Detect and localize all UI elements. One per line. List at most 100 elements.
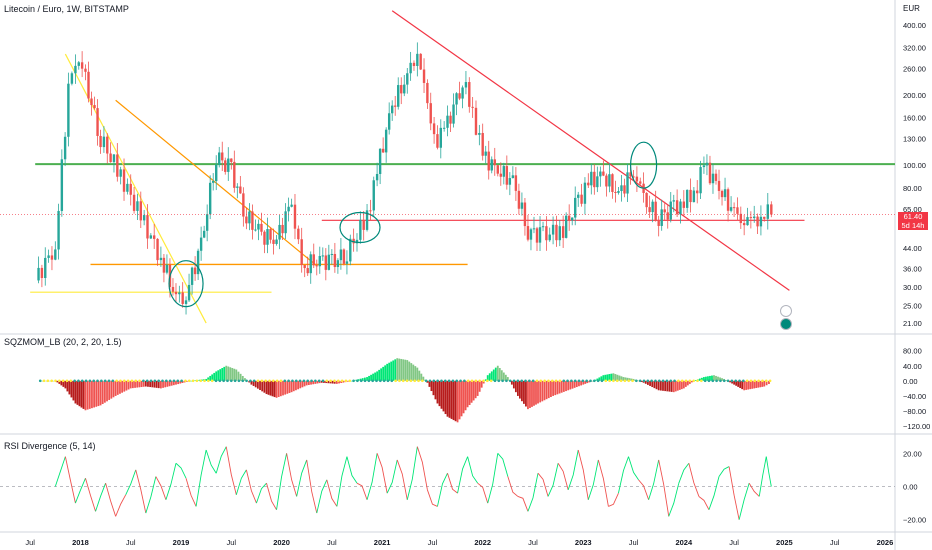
event-marker-icon[interactable]	[780, 318, 792, 330]
squeeze-dot	[524, 379, 527, 383]
price-axis-tick: 65.00	[903, 205, 922, 214]
sqzmom-bar	[342, 380, 345, 383]
candle-body	[90, 98, 93, 106]
sqzmom-bar	[211, 374, 214, 381]
sqzmom-bar	[404, 359, 407, 381]
lightning-icon[interactable]	[780, 305, 792, 317]
candle-body	[40, 267, 44, 279]
squeeze-dot	[520, 379, 524, 383]
sqzmom-bar	[78, 380, 81, 407]
sqzmom-bar	[662, 380, 664, 391]
candle-body	[266, 229, 269, 245]
sqzmom-bar	[112, 380, 115, 398]
squeeze-dot	[413, 379, 417, 383]
squeeze-dot	[46, 379, 50, 383]
candle-body	[284, 211, 287, 234]
squeeze-dot	[742, 379, 745, 383]
candle-body	[505, 166, 509, 185]
candle-body	[239, 186, 242, 194]
squeeze-dot	[390, 379, 394, 383]
sqzmom-bar	[640, 380, 643, 382]
candle-body	[720, 190, 724, 198]
squeeze-dot	[207, 379, 210, 383]
sqzmom-bar	[490, 371, 493, 381]
squeeze-dot	[436, 379, 439, 383]
squeeze-dot	[69, 379, 73, 383]
sqzmom-bar	[271, 380, 274, 397]
sqzmom-bar	[539, 380, 542, 403]
rsi-segment	[608, 492, 619, 507]
rsi-segment	[125, 469, 137, 495]
candle-body	[626, 172, 629, 194]
squeeze-dot	[573, 379, 577, 383]
sqzmom-axis-tick: 80.00	[903, 347, 922, 356]
sqzmom-bar	[552, 380, 554, 396]
sqzmom-bar	[560, 380, 563, 393]
candle-body	[116, 154, 119, 177]
candle-body	[106, 136, 109, 154]
sqzmom-bar	[185, 380, 188, 382]
sqzmom-bar	[368, 375, 370, 381]
sqzmom-bar	[626, 377, 629, 381]
sqzmom-title: SQZMOM_LB (20, 2, 20, 1.5)	[4, 337, 122, 347]
squeeze-dot	[707, 379, 711, 383]
candle-body	[526, 226, 530, 240]
candle-body	[708, 162, 712, 184]
yellow-trendline	[64, 53, 207, 324]
candle-body	[499, 173, 502, 177]
sqzmom-bar	[275, 380, 278, 398]
rsi-divergence-title: RSI Divergence (5, 14)	[4, 441, 96, 451]
sqzmom-bar	[647, 380, 649, 385]
squeeze-dot	[42, 379, 46, 383]
candle-body	[205, 214, 209, 231]
candle-body	[645, 192, 648, 208]
squeeze-dot	[696, 379, 699, 383]
sqzmom-bar	[690, 380, 693, 383]
squeeze-dot	[528, 379, 531, 383]
rsi-segment	[175, 462, 187, 479]
sqzmom-bar	[432, 380, 435, 396]
sqzmom-bar	[510, 380, 513, 385]
sqzmom-bar	[269, 380, 272, 396]
squeeze-dot	[237, 379, 241, 383]
candle-body	[666, 212, 669, 220]
sqzmom-bar	[131, 380, 134, 389]
squeeze-dot	[176, 379, 180, 383]
squeeze-dot	[314, 379, 317, 383]
candle-body	[608, 174, 611, 187]
sqzmom-bar	[86, 380, 89, 410]
rsi-segment	[668, 483, 680, 517]
annotation-circle	[629, 141, 658, 189]
candle-body	[570, 217, 574, 221]
sqzmom-bar	[194, 380, 197, 381]
candle-body	[84, 68, 87, 72]
sqzmom-bar	[254, 380, 257, 388]
candle-body	[397, 85, 400, 107]
squeeze-dot	[340, 379, 344, 383]
squeeze-dot	[669, 379, 673, 383]
rsi-segment	[406, 446, 418, 500]
candle-body	[432, 123, 436, 135]
candle-body	[617, 191, 620, 193]
candle-body	[260, 223, 263, 232]
rsi-segment	[386, 459, 398, 494]
sqzmom-bar	[390, 361, 393, 381]
squeeze-dot	[459, 379, 462, 383]
candle-body	[541, 226, 545, 228]
squeeze-dot	[558, 379, 562, 383]
sqzmom-bar	[721, 378, 723, 381]
sqzmom-bar	[596, 378, 599, 381]
squeeze-dot	[161, 379, 164, 383]
squeeze-dot	[367, 379, 371, 383]
candle-body	[365, 210, 369, 230]
sqzmom-bar	[578, 380, 580, 387]
sqzmom-bar	[482, 380, 485, 384]
sqzmom-bar	[398, 358, 401, 381]
squeeze-dot	[394, 379, 397, 383]
sqzmom-bar	[82, 380, 85, 409]
candle-body	[675, 200, 679, 215]
sqzmom-bar	[207, 377, 210, 381]
time-axis-tick: 2019	[173, 538, 190, 547]
sqzmom-bar	[448, 380, 451, 418]
